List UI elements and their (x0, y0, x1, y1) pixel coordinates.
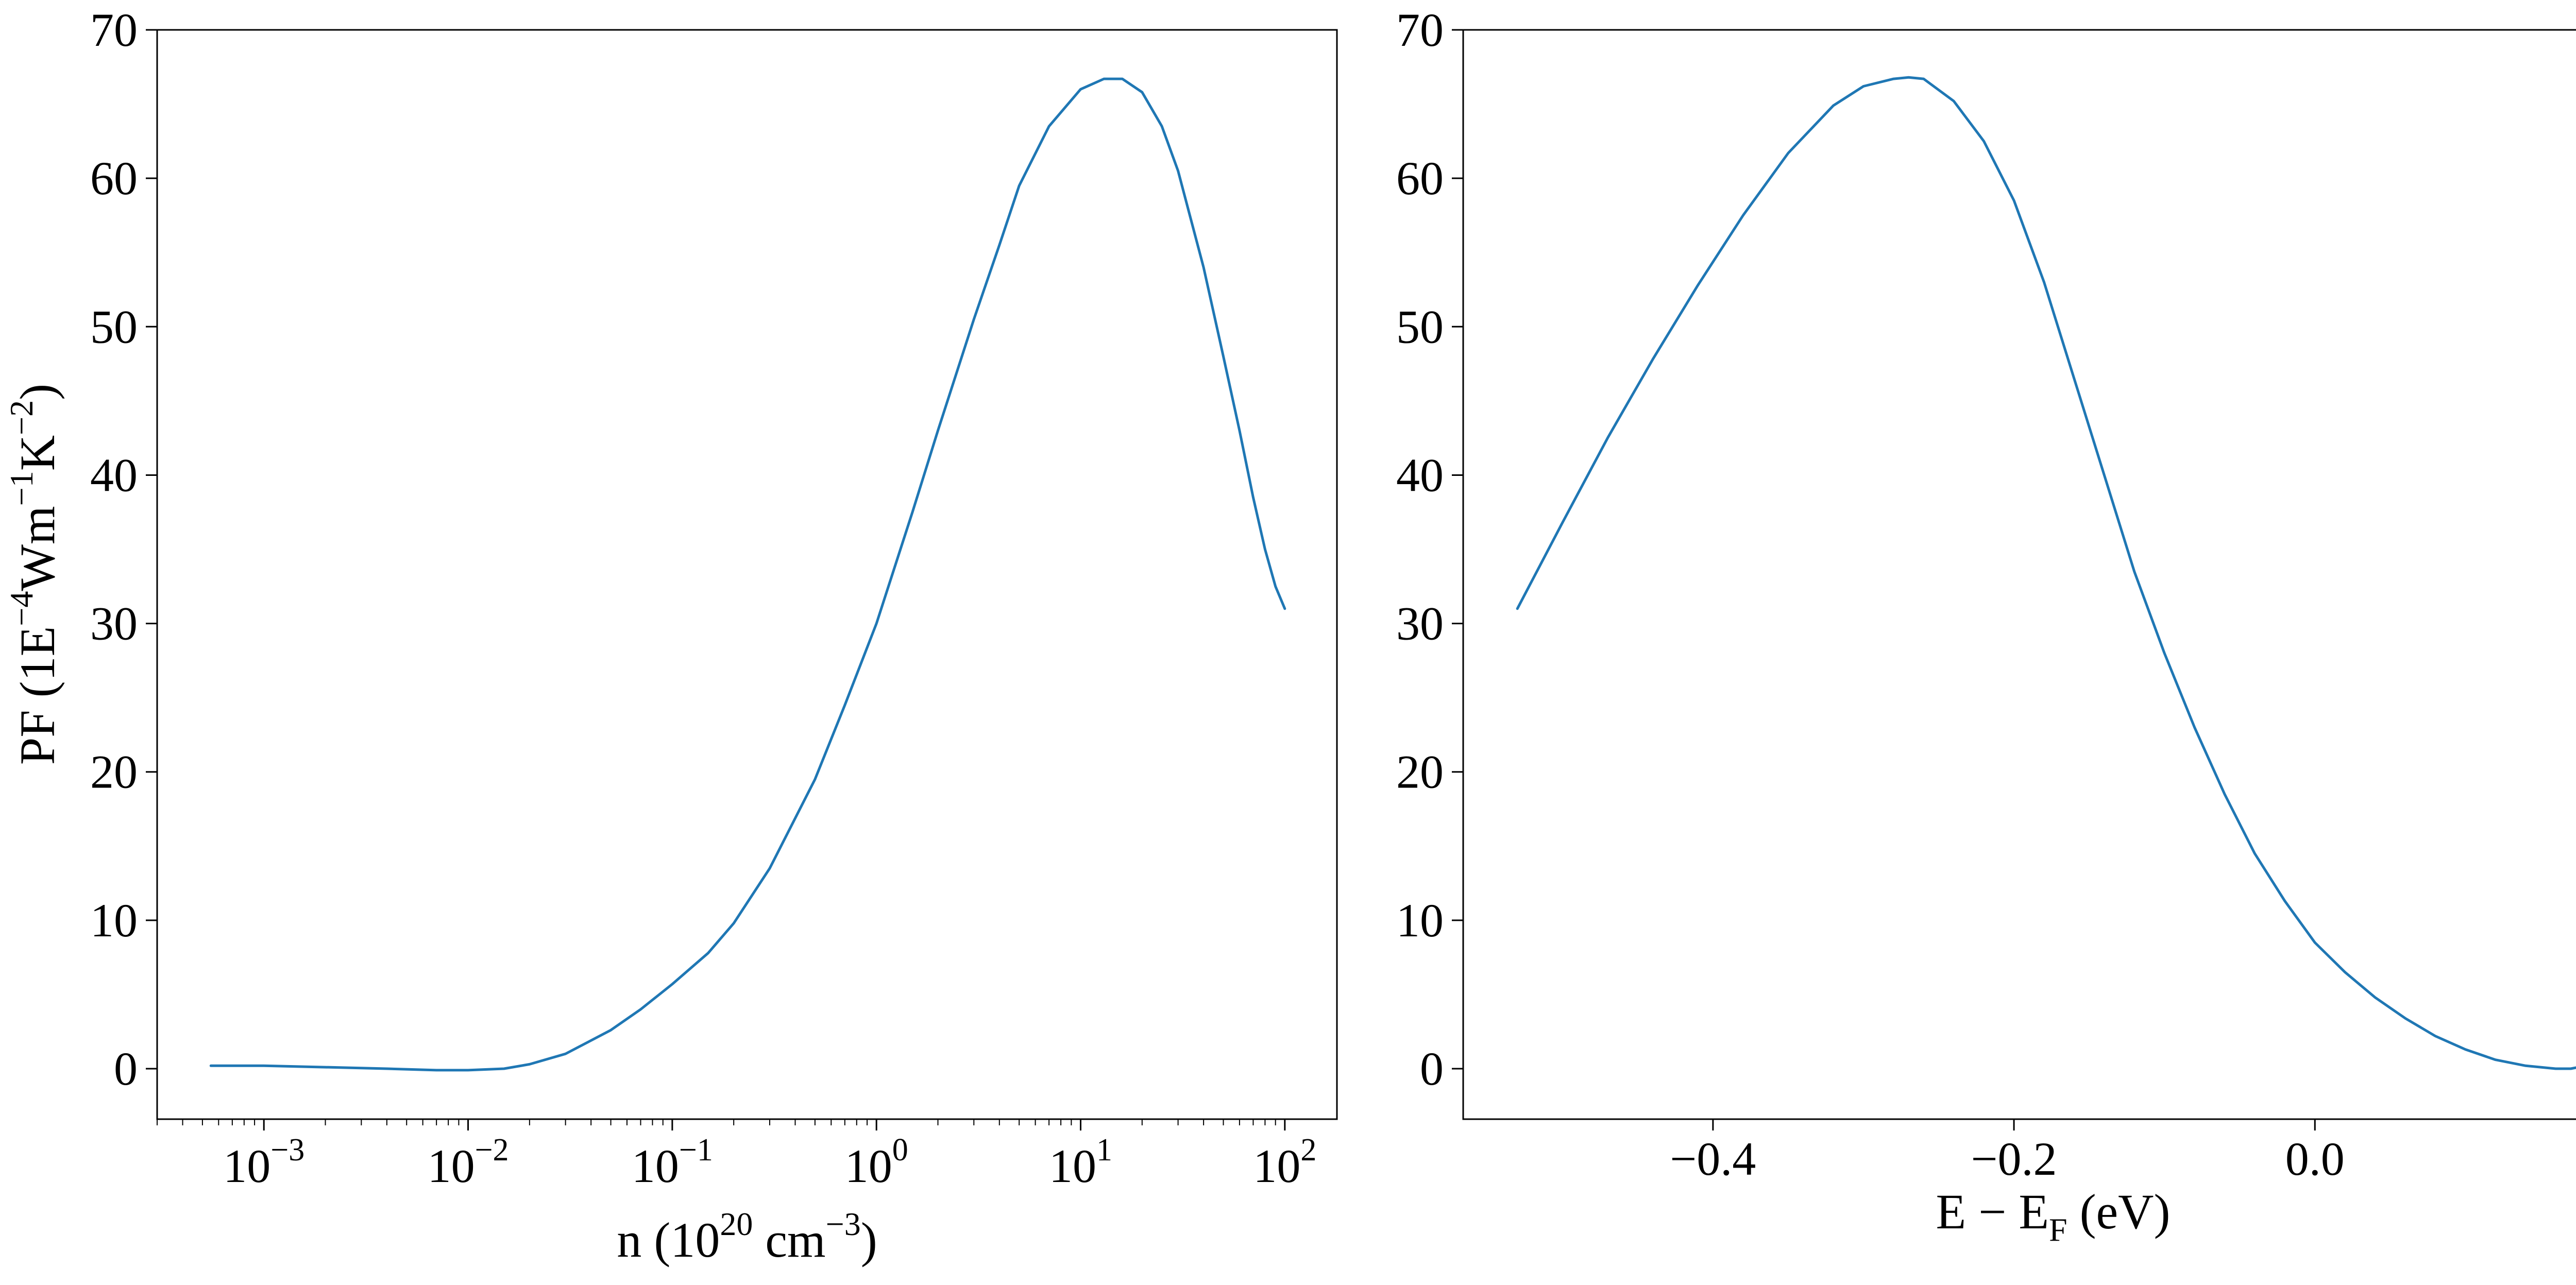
left-x-tick-label: 101 (1049, 1133, 1112, 1192)
left-series-line (209, 77, 1286, 1072)
right-y-tick-label: 60 (1396, 152, 1444, 204)
right-y-tick-label: 20 (1396, 746, 1444, 798)
right-y-tick-label: 30 (1396, 597, 1444, 650)
left-y-axis-label: PF (1E−4Wm−1K−2) (3, 384, 65, 765)
left-x-tick-label: 10−2 (428, 1133, 509, 1192)
left-x-tick-label: 102 (1253, 1133, 1316, 1192)
left-chart-panel: 0 10 20 30 40 50 60 70 10−3 10−2 10−1 100 101 102 n … (3, 4, 1338, 1267)
left-axes-frame (156, 29, 1338, 1120)
left-x-tick-label: 100 (845, 1133, 908, 1192)
right-x-tick-label: 0.0 (2285, 1133, 2345, 1185)
right-x-axis-label: E − EF (eV) (1936, 1184, 2171, 1248)
left-y-tick-label: 60 (90, 152, 138, 204)
left-x-axis-label: n (1020 cm−3) (617, 1206, 877, 1267)
left-y-tick-label: 20 (90, 746, 138, 798)
right-y-axis: 0 10 20 30 40 50 60 70 (1396, 4, 1463, 1095)
left-y-tick-label: 50 (90, 300, 138, 353)
right-y-tick-label: 50 (1396, 300, 1444, 353)
left-x-tick-label: 10−3 (223, 1133, 304, 1192)
left-y-tick-label: 0 (114, 1042, 138, 1095)
right-y-tick-label: 0 (1420, 1042, 1444, 1095)
right-y-tick-label: 70 (1396, 4, 1444, 56)
left-y-tick-label: 70 (90, 4, 138, 56)
left-y-axis: 0 10 20 30 40 50 60 70 (90, 4, 157, 1095)
right-series-line (1516, 76, 2576, 1070)
left-x-tick-label: 10−1 (632, 1133, 713, 1192)
right-y-tick-label: 40 (1396, 449, 1444, 501)
right-axes-frame (1462, 29, 2576, 1120)
left-y-tick-label: 10 (90, 894, 138, 947)
left-y-tick-label: 40 (90, 449, 138, 501)
left-y-tick-label: 30 (90, 597, 138, 650)
left-plot-area (209, 77, 1286, 1072)
left-x-axis: 10−3 10−2 10−1 100 101 102 (157, 1119, 1316, 1192)
right-x-tick-label: −0.4 (1670, 1133, 1756, 1185)
right-x-tick-label: −0.2 (1971, 1133, 2057, 1185)
right-x-axis: −0.4−0.20.00.2 (1670, 1119, 2345, 1185)
right-plot-area (1516, 76, 2576, 1070)
right-y-tick-label: 10 (1396, 894, 1444, 947)
